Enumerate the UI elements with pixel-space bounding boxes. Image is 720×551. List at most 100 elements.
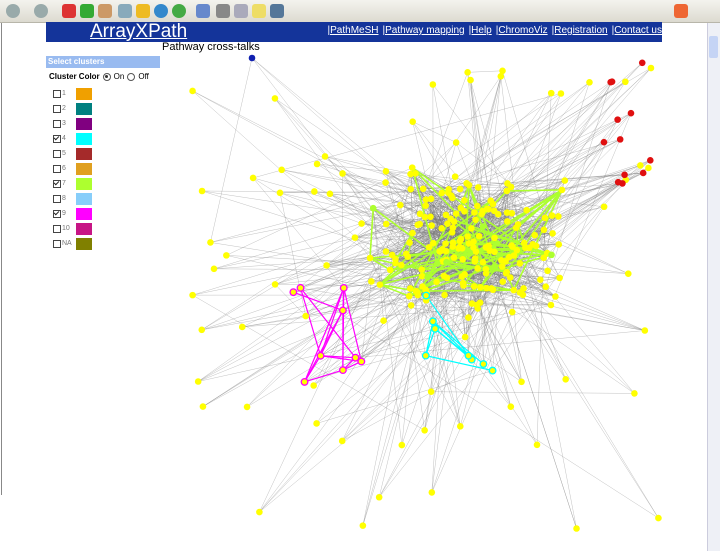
stop-button[interactable]: [62, 4, 76, 18]
edge: [501, 260, 659, 519]
node: [540, 254, 548, 262]
edge: [373, 207, 410, 243]
scrollbar[interactable]: [707, 23, 720, 551]
node: [489, 286, 497, 294]
edge: [373, 208, 466, 338]
radio-off[interactable]: [127, 72, 136, 81]
node: [540, 226, 548, 234]
edge: [480, 287, 635, 394]
edge: [373, 197, 453, 209]
node: [382, 220, 390, 228]
edge: [421, 217, 426, 270]
cluster-row: 10: [53, 222, 92, 235]
node: [494, 210, 502, 218]
node: [474, 184, 482, 191]
node: [382, 248, 390, 255]
edge: [522, 277, 560, 296]
node: [547, 89, 555, 97]
node: [497, 73, 505, 80]
print-button[interactable]: [216, 4, 230, 18]
cluster-edge: [300, 287, 356, 359]
search-button[interactable]: [118, 4, 132, 18]
edge: [304, 268, 487, 383]
node: [311, 188, 318, 195]
home-button[interactable]: [98, 4, 112, 18]
scroll-thumb[interactable]: [709, 36, 718, 58]
edge: [253, 93, 561, 179]
nav-link[interactable]: |Pathway mapping: [382, 25, 465, 36]
cluster-checkbox[interactable]: [53, 209, 61, 218]
edge: [410, 173, 427, 200]
edge: [505, 273, 635, 394]
nav-link[interactable]: |ChromoViz: [495, 25, 548, 36]
cluster-row: 8: [53, 192, 92, 205]
cluster-checkbox[interactable]: [53, 134, 61, 143]
edge: [385, 182, 487, 274]
node: [300, 377, 309, 386]
edge: [242, 308, 478, 328]
cluster-checkbox[interactable]: [53, 194, 61, 203]
edge: [210, 198, 432, 243]
node: [436, 248, 443, 255]
node: [339, 283, 348, 292]
nav-link[interactable]: |Contact us: [611, 25, 662, 36]
nav-link[interactable]: |Help: [468, 25, 492, 36]
edge: [486, 277, 560, 289]
node: [238, 323, 246, 331]
node: [433, 260, 441, 267]
network-graph: [189, 54, 662, 532]
forward-button[interactable]: [34, 4, 48, 18]
edit-button[interactable]: [234, 4, 248, 18]
edge: [246, 207, 461, 408]
favorites-button[interactable]: [136, 4, 150, 18]
edge: [543, 180, 566, 258]
mail-button[interactable]: [196, 4, 210, 18]
edge: [383, 183, 467, 321]
edge: [436, 192, 443, 282]
node: [452, 139, 460, 146]
node: [470, 283, 478, 290]
node: [510, 252, 518, 259]
cluster-edge: [421, 250, 444, 287]
messenger-button[interactable]: [270, 4, 284, 18]
node: [544, 267, 551, 275]
node: [407, 170, 414, 178]
history-button[interactable]: [172, 4, 186, 18]
cluster-swatch: [76, 117, 92, 130]
back-button[interactable]: [6, 4, 20, 18]
cluster-checkbox[interactable]: [53, 164, 61, 173]
node: [573, 525, 580, 532]
radio-on[interactable]: [102, 72, 111, 81]
cluster-label: 1: [62, 90, 66, 97]
node: [465, 314, 472, 321]
site-title[interactable]: ArrayXPath: [90, 21, 188, 42]
nav-link[interactable]: |Registration: [551, 25, 608, 36]
cluster-edge: [303, 287, 345, 383]
cluster-checkbox[interactable]: [53, 179, 61, 188]
node: [622, 78, 629, 86]
cluster-checkbox[interactable]: [53, 224, 61, 233]
refresh-button[interactable]: [80, 4, 94, 18]
edge: [492, 203, 517, 228]
node: [440, 272, 448, 280]
edge: [474, 212, 577, 529]
node: [358, 220, 365, 227]
cluster-checkbox[interactable]: [53, 239, 61, 248]
cluster-checkbox[interactable]: [53, 89, 61, 98]
nav-link[interactable]: |PathMeSH: [327, 25, 379, 36]
cluster-edge: [432, 320, 469, 357]
node: [421, 213, 429, 221]
cluster-label: 2: [62, 105, 66, 112]
edge: [468, 261, 476, 318]
cluster-checkbox[interactable]: [53, 119, 61, 128]
cluster-checkbox[interactable]: [53, 104, 61, 113]
cluster-edge: [411, 166, 526, 249]
folder-button[interactable]: [252, 4, 266, 18]
node: [194, 378, 202, 385]
edge: [466, 82, 590, 184]
media-button[interactable]: [154, 4, 168, 18]
cluster-checkbox[interactable]: [53, 149, 61, 158]
edge: [411, 167, 443, 250]
node: [243, 403, 251, 411]
cluster-edge: [517, 189, 563, 226]
